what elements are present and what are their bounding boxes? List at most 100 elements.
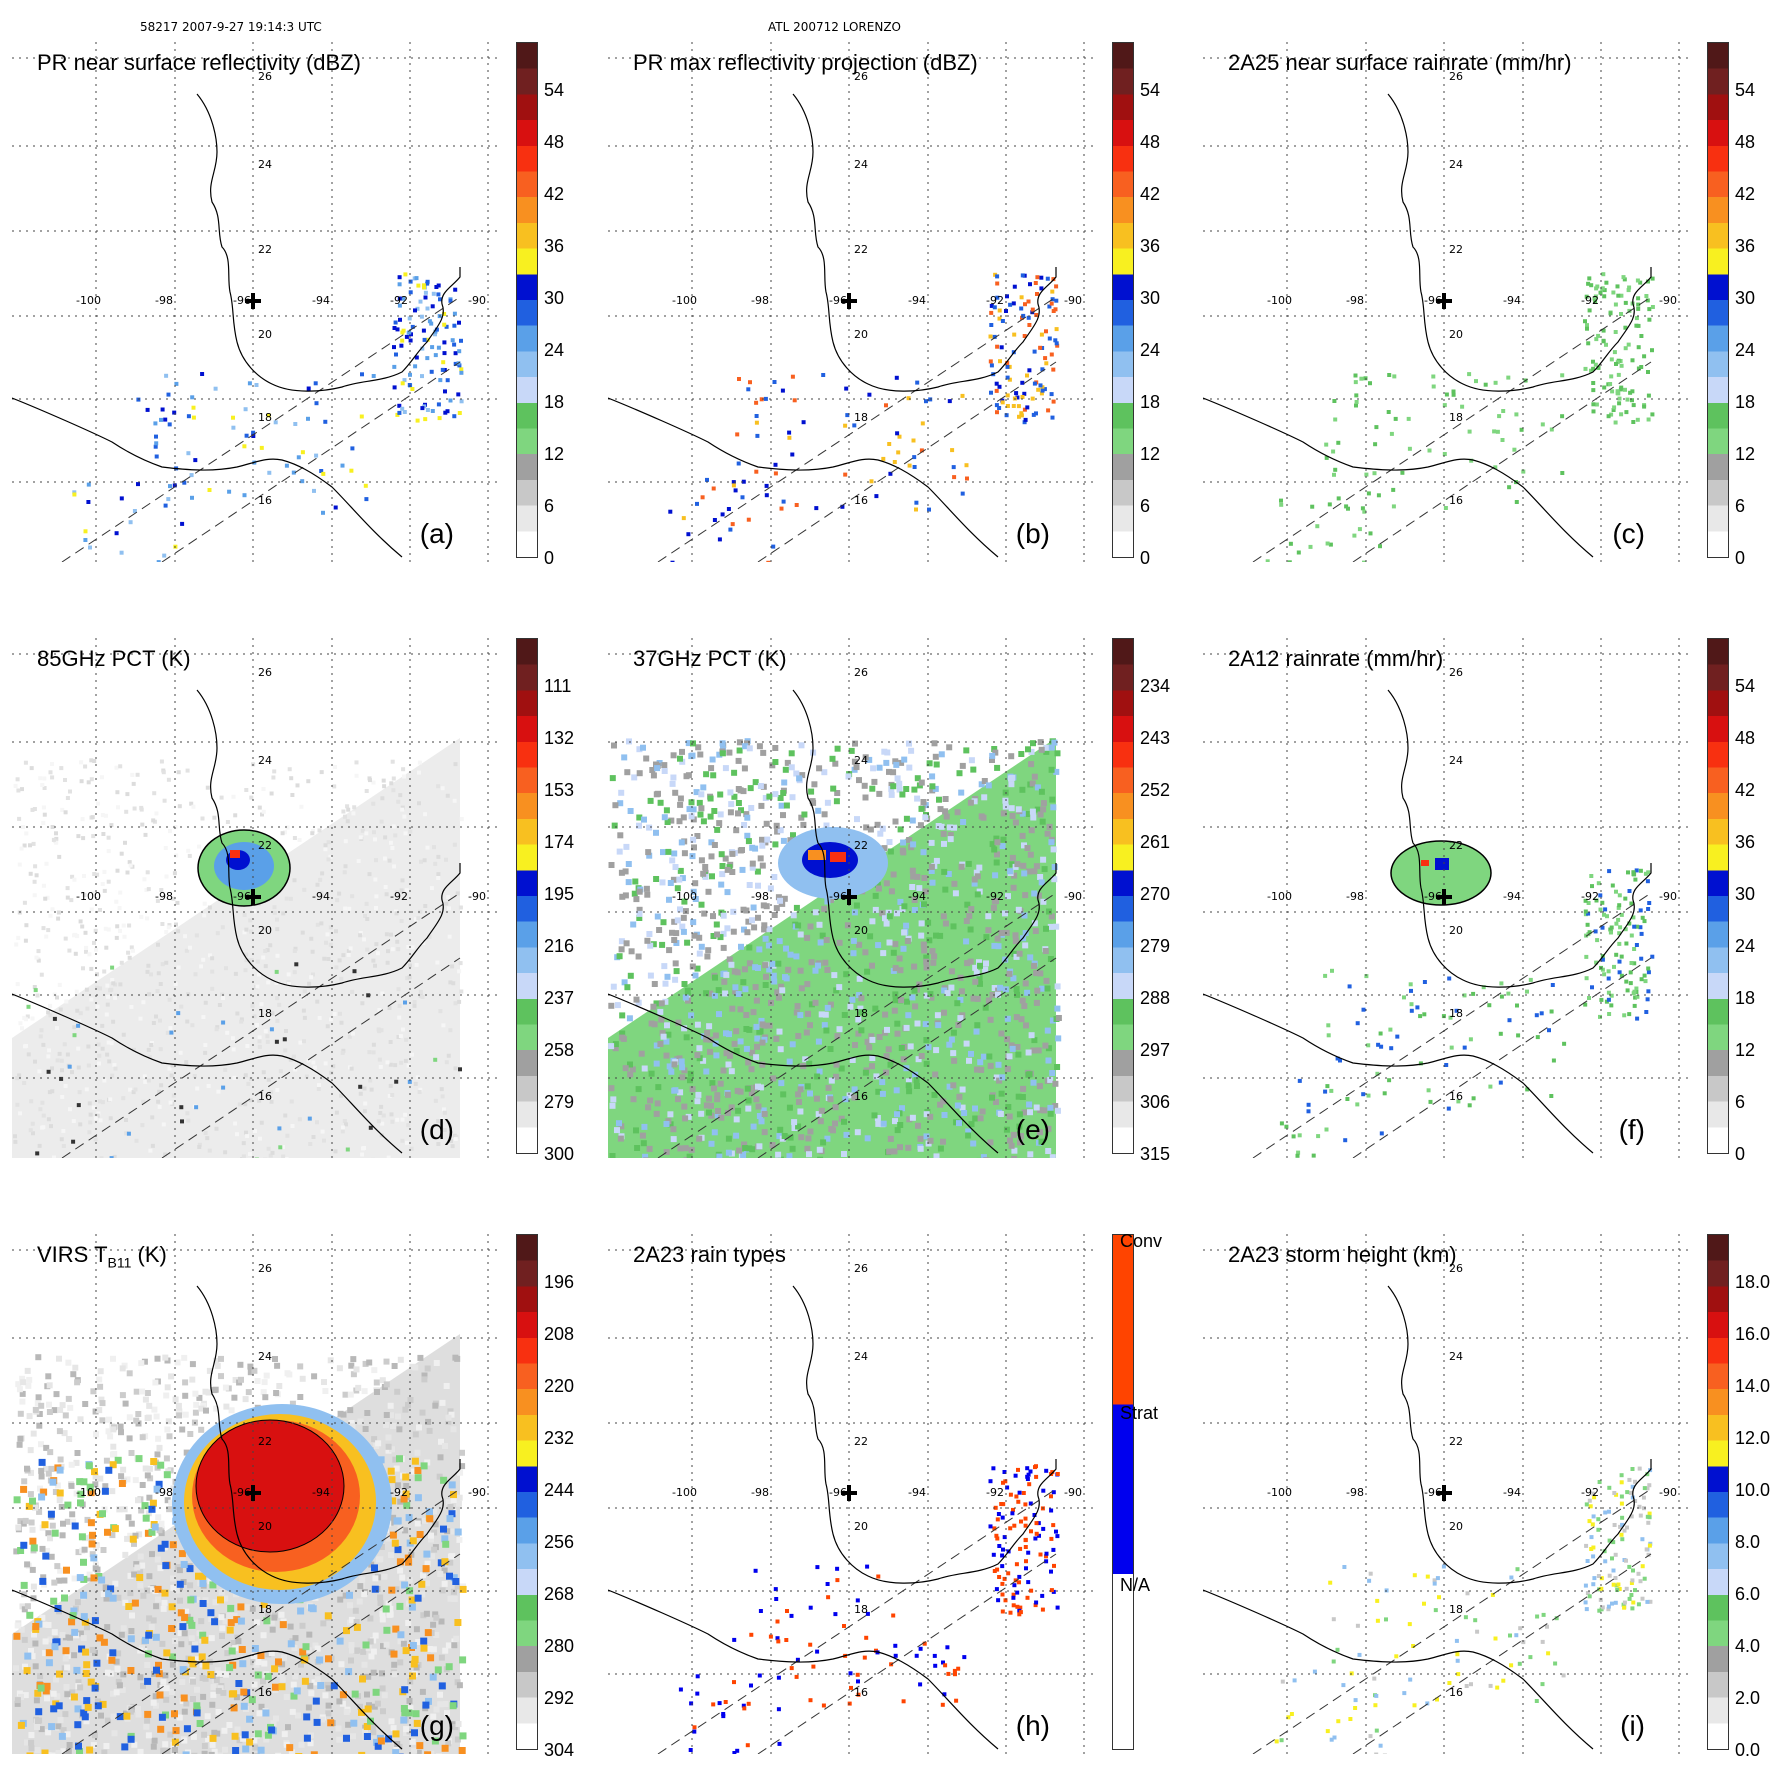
lat-label: 16 (854, 1686, 868, 1699)
lat-label: 18 (1449, 1007, 1463, 1020)
lon-label: -98 (1346, 1486, 1364, 1499)
colorbar (516, 638, 538, 1154)
colorbar-tick-label: 30 (544, 288, 565, 308)
map-panel-h: -100 -98 -96 -94 -92 -90 26 24 22 20 18 16 2A23 rain… (608, 1232, 1162, 1754)
lat-label: 18 (258, 411, 272, 424)
lat-label: 20 (1449, 328, 1463, 341)
lat-label: 26 (854, 1262, 868, 1275)
lat-label: 18 (854, 411, 868, 424)
panel-letter-label: (i) (1620, 1710, 1645, 1741)
panel-letter-label: (b) (1015, 518, 1050, 549)
lat-label: 22 (1449, 1435, 1463, 1448)
lat-label: 22 (1449, 839, 1463, 852)
colorbar-ticks: 18.0 16.0 14.0 12.0 10.0 8.0 6.0 4.0 2.0 0.0 (1735, 1234, 1771, 1759)
storm-center-marker (245, 889, 261, 905)
lat-label: 22 (854, 1435, 868, 1448)
colorbar-tick-label: 256 (544, 1532, 575, 1552)
lon-label: -94 (1503, 294, 1521, 307)
map-area: -100 -98 -96 -94 -92 -90 26 24 22 20 18 16 (608, 1234, 1098, 1754)
colorbar-tick-label: 270 (1140, 884, 1171, 904)
colorbar-tick-label: 111 (544, 676, 572, 696)
panel-letter-label: (a) (419, 518, 454, 549)
colorbar-tick-label: 6.0 (1735, 1584, 1761, 1604)
colorbar-tick-label: 42 (544, 184, 565, 204)
lat-label: 22 (258, 243, 272, 256)
lat-label: 26 (854, 666, 868, 679)
lat-label: 24 (1449, 754, 1463, 767)
colorbar-tick-label: 279 (544, 1092, 575, 1112)
colorbar-tick-label: 252 (1140, 780, 1171, 800)
storm-center-marker (1436, 1485, 1452, 1501)
colorbar-tick-label: 279 (1140, 936, 1171, 956)
colorbar-tick-label: 48 (1735, 728, 1756, 748)
lat-label: 26 (1449, 70, 1463, 83)
panel-title: 2A23 storm height (km) (1228, 1242, 1457, 1267)
panel-title: 2A12 rainrate (mm/hr) (1228, 646, 1444, 671)
colorbar-tick-label: 54 (1140, 80, 1161, 100)
map-area: -100 -98 -96 -94 -92 -90 26 24 22 20 18 16 (608, 638, 1098, 1158)
lon-label: -90 (468, 1486, 486, 1499)
lon-label: -100 (76, 294, 101, 307)
map-panel-i: -100 -98 -96 -94 -92 -90 26 24 22 20 18 16 2A23 stor… (1203, 1234, 1770, 1759)
lon-label: -96 (1424, 890, 1442, 903)
colorbar-tick-label: 48 (1735, 132, 1756, 152)
colorbar-tick-label: 208 (544, 1324, 575, 1344)
colorbar-tick-label: 234 (1140, 676, 1171, 696)
colorbar-tick-label: 0 (1140, 548, 1151, 568)
lat-label: 20 (854, 328, 868, 341)
lat-label: 20 (258, 1520, 272, 1533)
lon-label: -92 (1581, 890, 1599, 903)
colorbar-tick-label: 0 (1735, 1144, 1746, 1164)
colorbar-tick-label: 216 (544, 936, 575, 956)
lat-label: 22 (258, 1435, 272, 1448)
colorbar-tick-label: 0 (544, 548, 555, 568)
colorbar-ticks: 111 132 153 174 195 216 237 258 279 300 (544, 638, 614, 1163)
colorbar-tick-label: 54 (544, 80, 565, 100)
colorbar-tick-label: 237 (544, 988, 575, 1008)
colorbar-tick-label: 6 (544, 496, 555, 516)
lon-label: -96 (829, 890, 847, 903)
colorbar-tick-label: 24 (1140, 340, 1161, 360)
lon-label: -92 (1581, 294, 1599, 307)
colorbar-tick-label: 18 (544, 392, 565, 412)
map-area: -100 -98 -96 -94 -92 -90 26 24 22 20 18 16 (608, 42, 1098, 562)
colorbar-tick-label: 36 (544, 236, 565, 256)
colorbar-tick-label: 2.0 (1735, 1688, 1761, 1708)
panel-title: 2A25 near surface rainrate (mm/hr) (1228, 50, 1572, 75)
lon-label: -94 (312, 890, 330, 903)
panel-letter-label: (g) (419, 1710, 454, 1741)
colorbar-ticks: 54 48 42 36 30 24 18 12 6 0 (544, 42, 614, 567)
colorbar-tick-label: 42 (1735, 780, 1756, 800)
colorbar-tick-label: 268 (544, 1584, 575, 1604)
colorbar-tick-label: 220 (544, 1376, 575, 1396)
lat-label: 16 (1449, 1686, 1463, 1699)
lon-label: -98 (155, 890, 173, 903)
lon-label: -94 (312, 294, 330, 307)
lon-label: -98 (751, 1486, 769, 1499)
colorbar-tick-label: 30 (1735, 884, 1756, 904)
lon-label: -92 (390, 294, 408, 307)
map-area: -100 -98 -96 -94 -92 -90 26 24 22 20 18 16 (12, 1234, 502, 1754)
lat-label: 16 (1449, 494, 1463, 507)
map-panel-g: -100 -98 -96 -94 -92 -90 26 24 22 20 18 16 VIRS TB11… (12, 1234, 574, 1759)
colorbar-tick-label: 24 (1735, 340, 1756, 360)
panel-letter-label: (c) (1612, 518, 1645, 549)
colorbar-tick-label: 8.0 (1735, 1532, 1761, 1552)
colorbar-tick-label: 196 (544, 1272, 575, 1292)
lon-label: -90 (1659, 1486, 1677, 1499)
lat-label: 16 (1449, 1090, 1463, 1103)
colorbar-tick-label: 12 (1140, 444, 1161, 464)
lon-label: -100 (76, 890, 101, 903)
lon-label: -92 (390, 890, 408, 903)
colorbar-tick-label: 6 (1140, 496, 1151, 516)
lon-label: -94 (312, 1486, 330, 1499)
colorbar (516, 42, 538, 558)
colorbar-ticks: 196 208 220 232 244 256 268 280 292 304 (544, 1234, 614, 1759)
colorbar-tick-label: 0.0 (1735, 1740, 1761, 1760)
panel-letter-label: (e) (1015, 1114, 1050, 1145)
colorbar-tick-label: N/A (1120, 1575, 1151, 1595)
lon-label: -94 (908, 1486, 926, 1499)
colorbar-tick-label: 42 (1735, 184, 1756, 204)
lat-label: 18 (854, 1603, 868, 1616)
panel-title: 37GHz PCT (K) (633, 646, 787, 671)
